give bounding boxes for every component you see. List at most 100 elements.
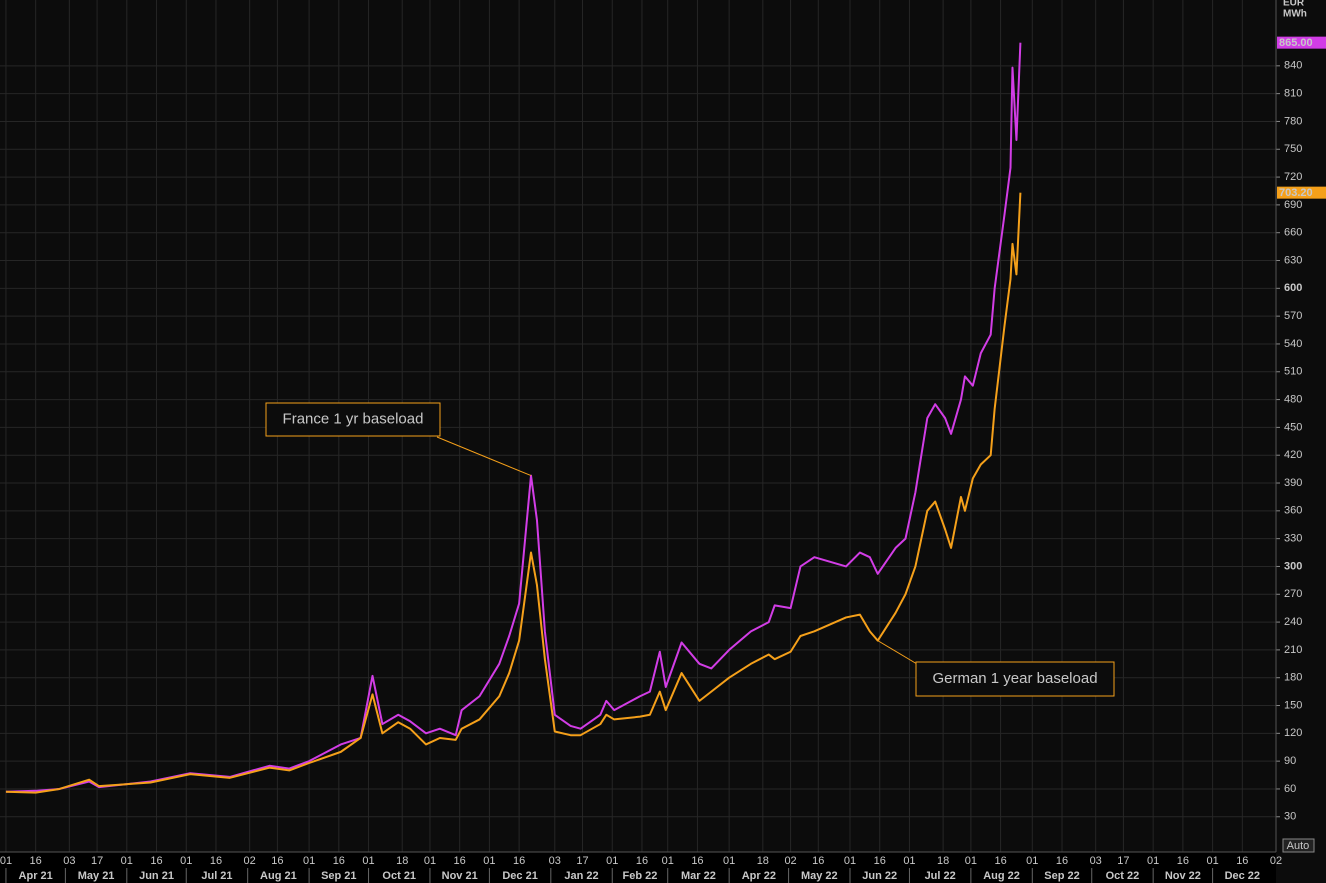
x-tick-label: 16 bbox=[210, 855, 222, 867]
y-tick-label: 330 bbox=[1284, 533, 1302, 545]
x-tick-label: 16 bbox=[30, 855, 42, 867]
x-tick-label: 03 bbox=[63, 855, 75, 867]
x-tick-label: 03 bbox=[549, 855, 561, 867]
y-tick-label: 450 bbox=[1284, 421, 1302, 433]
x-month-label: Nov 21 bbox=[442, 870, 478, 882]
x-tick-label: 01 bbox=[965, 855, 977, 867]
y-tick-label: 630 bbox=[1284, 254, 1302, 266]
y-tick-label: 810 bbox=[1284, 88, 1302, 100]
y-tick-label: 720 bbox=[1284, 171, 1302, 183]
x-tick-label: 01 bbox=[362, 855, 374, 867]
y-tick-label: 750 bbox=[1284, 143, 1302, 155]
x-tick-label: 01 bbox=[844, 855, 856, 867]
x-tick-label: 01 bbox=[303, 855, 315, 867]
y-tick-label: 270 bbox=[1284, 588, 1302, 600]
auto-button-frame[interactable] bbox=[1282, 838, 1315, 853]
x-tick-label: 01 bbox=[1206, 855, 1218, 867]
x-month-label: Apr 22 bbox=[742, 870, 776, 882]
y-tick-label: 60 bbox=[1284, 783, 1296, 795]
x-tick-label: 16 bbox=[994, 855, 1006, 867]
x-month-label: Feb 22 bbox=[623, 870, 658, 882]
x-month-label: Apr 21 bbox=[19, 870, 53, 882]
x-month-label: Aug 22 bbox=[983, 870, 1020, 882]
x-month-label: Sep 22 bbox=[1044, 870, 1079, 882]
x-tick-label: 02 bbox=[784, 855, 796, 867]
series-line bbox=[5, 192, 1022, 794]
x-month-label: Oct 21 bbox=[382, 870, 416, 882]
x-month-label: Sep 21 bbox=[321, 870, 356, 882]
x-month-label: Nov 22 bbox=[1165, 870, 1201, 882]
x-tick-label: 16 bbox=[636, 855, 648, 867]
x-tick-label: 18 bbox=[757, 855, 769, 867]
x-month-label: Jul 21 bbox=[201, 870, 232, 882]
x-tick-label: 16 bbox=[150, 855, 162, 867]
y-tick-label: 30 bbox=[1284, 811, 1296, 823]
x-month-label: May 22 bbox=[801, 870, 838, 882]
x-month-label: Oct 22 bbox=[1106, 870, 1140, 882]
y-tick-label: 390 bbox=[1284, 477, 1302, 489]
x-month-label: Mar 22 bbox=[681, 870, 716, 882]
y-tick-label: 240 bbox=[1284, 616, 1302, 628]
x-tick-label: 01 bbox=[121, 855, 133, 867]
y-unit: MWh bbox=[1283, 9, 1307, 20]
x-tick-label: 01 bbox=[723, 855, 735, 867]
grid bbox=[0, 0, 1277, 852]
x-tick-label: 01 bbox=[1026, 855, 1038, 867]
callout-box bbox=[915, 661, 1115, 697]
y-tick-label: 360 bbox=[1284, 505, 1302, 517]
y-tick-label: 600 bbox=[1284, 282, 1302, 294]
callout-leader bbox=[877, 640, 918, 665]
last-value-tag bbox=[1277, 186, 1326, 199]
last-value-label: 703.20 bbox=[1279, 187, 1313, 199]
y-tick-label: 210 bbox=[1284, 644, 1302, 656]
x-tick-label: 02 bbox=[1270, 855, 1282, 867]
y-tick-label: 840 bbox=[1284, 60, 1302, 72]
x-tick-label: 01 bbox=[1147, 855, 1159, 867]
y-tick-label: 120 bbox=[1284, 727, 1302, 739]
x-month-label: Aug 21 bbox=[260, 870, 297, 882]
y-tick-label: 150 bbox=[1284, 699, 1302, 711]
x-month-label: Dec 22 bbox=[1225, 870, 1260, 882]
y-tick-label: 690 bbox=[1284, 199, 1302, 211]
x-tick-label: 01 bbox=[606, 855, 618, 867]
x-tick-label: 17 bbox=[1117, 855, 1129, 867]
last-value-tag bbox=[1277, 36, 1326, 49]
x-tick-label: 16 bbox=[812, 855, 824, 867]
x-tick-label: 01 bbox=[0, 855, 12, 867]
x-tick-label: 17 bbox=[576, 855, 588, 867]
x-month-label: May 21 bbox=[78, 870, 115, 882]
x-tick-label: 01 bbox=[180, 855, 192, 867]
x-tick-label: 16 bbox=[1056, 855, 1068, 867]
y-tick-label: 540 bbox=[1284, 338, 1302, 350]
y-tick-label: 180 bbox=[1284, 672, 1302, 684]
y-tick-label: 480 bbox=[1284, 393, 1302, 405]
x-tick-label: 01 bbox=[903, 855, 915, 867]
x-month-label: Dec 21 bbox=[502, 870, 537, 882]
x-tick-label: 02 bbox=[244, 855, 256, 867]
x-month-label: Jun 21 bbox=[139, 870, 174, 882]
x-tick-label: 16 bbox=[1236, 855, 1248, 867]
x-month-label: Jan 22 bbox=[564, 870, 598, 882]
x-tick-label: 16 bbox=[1177, 855, 1189, 867]
x-tick-label: 16 bbox=[874, 855, 886, 867]
x-tick-label: 16 bbox=[454, 855, 466, 867]
x-axis-band bbox=[0, 852, 1276, 883]
y-tick-label: 420 bbox=[1284, 449, 1302, 461]
x-tick-label: 16 bbox=[271, 855, 283, 867]
auto-button-label[interactable]: Auto bbox=[1287, 840, 1310, 852]
x-month-label: Jun 22 bbox=[862, 870, 897, 882]
x-month-label: Jul 22 bbox=[925, 870, 956, 882]
last-value-label: 865.00 bbox=[1279, 37, 1313, 49]
auto-button[interactable]: Auto bbox=[1282, 838, 1315, 853]
callout-label: France 1 yr baseload bbox=[283, 410, 424, 427]
x-tick-label: 03 bbox=[1090, 855, 1102, 867]
x-tick-label: 16 bbox=[691, 855, 703, 867]
x-tick-label: 01 bbox=[662, 855, 674, 867]
y-tick-label: 90 bbox=[1284, 755, 1296, 767]
y-unit: EUR bbox=[1283, 0, 1305, 9]
y-tick-label: 300 bbox=[1284, 560, 1302, 572]
callout-label: German 1 year baseload bbox=[932, 670, 1097, 687]
x-tick-label: 01 bbox=[424, 855, 436, 867]
series-line bbox=[5, 42, 1022, 793]
